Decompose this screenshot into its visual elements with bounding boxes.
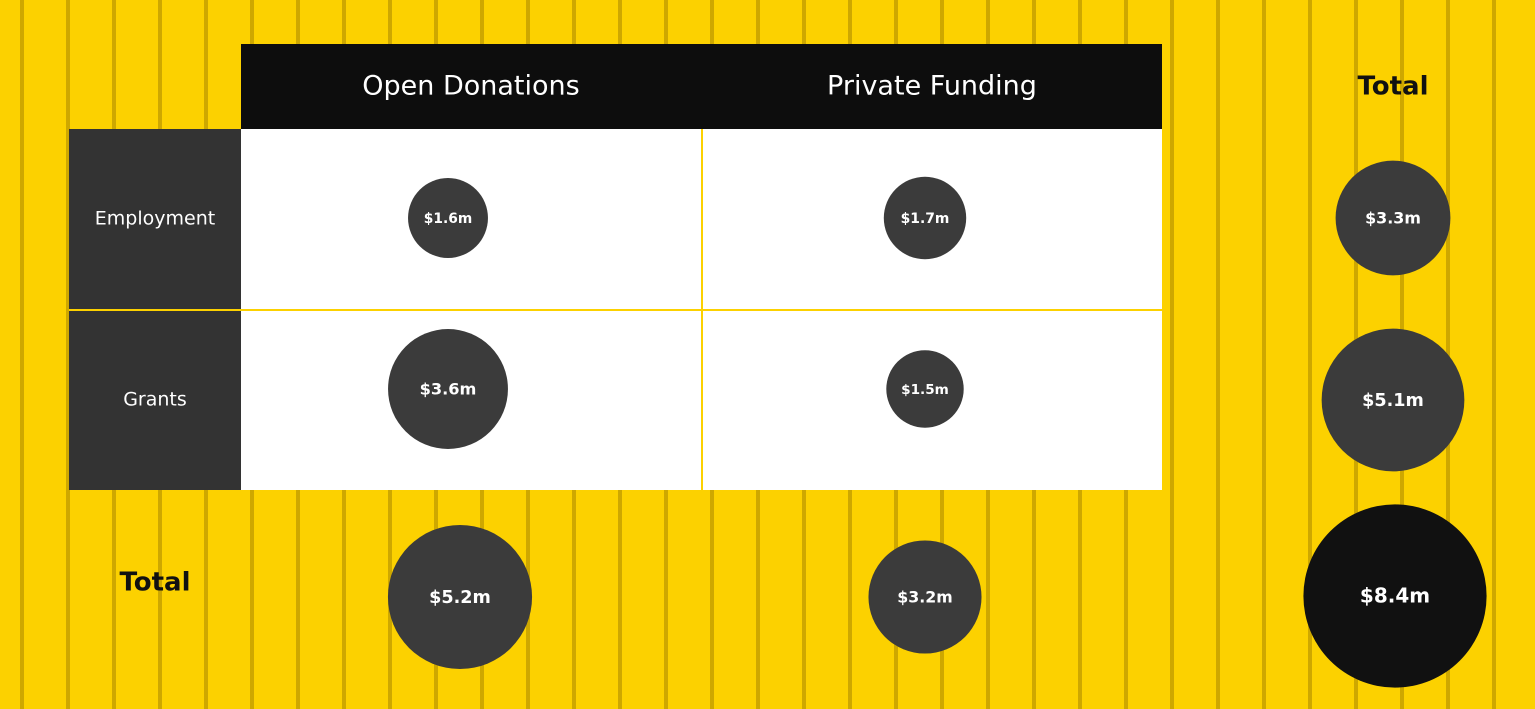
column-header-band [241, 44, 1162, 129]
column-header: Open Donations [362, 71, 579, 102]
bubble-label: $1.6m [424, 211, 472, 227]
bubble-label: $3.3m [1365, 209, 1421, 228]
bubble-label: $1.7m [901, 211, 950, 227]
bubble [886, 350, 964, 428]
column-header: Private Funding [827, 71, 1037, 102]
bubble [868, 540, 982, 654]
row-header: Employment [95, 208, 215, 230]
bubble-label: $1.5m [901, 382, 949, 398]
bubble [388, 329, 508, 449]
bubble-label: $8.4m [1360, 584, 1430, 608]
bubble [1303, 504, 1487, 688]
bubble [1335, 160, 1451, 276]
bubble [1321, 328, 1465, 472]
bubble [408, 178, 488, 258]
bubble [883, 176, 967, 260]
total-row-header: Total [119, 568, 190, 598]
total-column-header: Total [1357, 72, 1428, 102]
bubble [387, 524, 533, 670]
bubble-label: $3.6m [420, 380, 477, 399]
bubble-label: $5.1m [1362, 391, 1424, 411]
row-header: Grants [123, 389, 187, 411]
bubble-label: $5.2m [429, 588, 491, 608]
bubble-label: $3.2m [897, 588, 952, 607]
